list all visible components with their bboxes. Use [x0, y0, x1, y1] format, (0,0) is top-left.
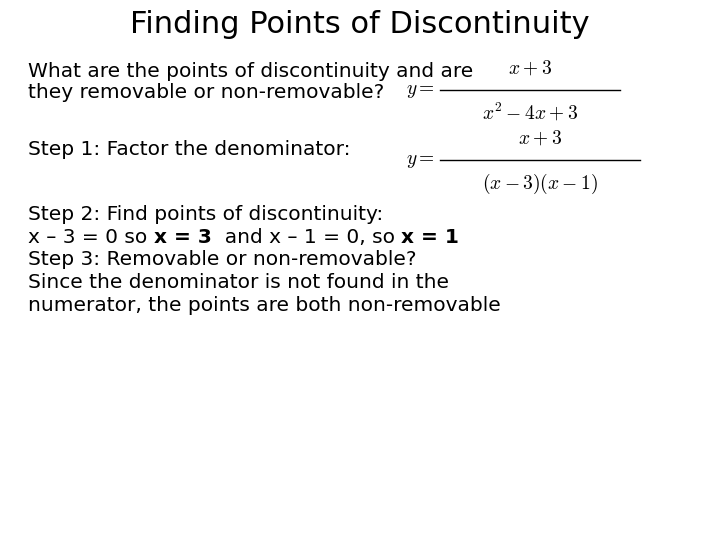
Text: Step 2: Find points of discontinuity:: Step 2: Find points of discontinuity: — [28, 205, 383, 224]
Text: they removable or non-removable?: they removable or non-removable? — [28, 83, 384, 102]
Text: $x+3$: $x+3$ — [508, 59, 552, 78]
Text: numerator, the points are both non-removable: numerator, the points are both non-remov… — [28, 296, 500, 315]
Text: x – 3 = 0 so: x – 3 = 0 so — [28, 228, 153, 247]
Text: $(x-3)(x-1)$: $(x-3)(x-1)$ — [482, 172, 598, 196]
Text: Step 3: Removable or non-removable?: Step 3: Removable or non-removable? — [28, 250, 416, 269]
Text: $x+3$: $x+3$ — [518, 129, 562, 148]
Text: Since the denominator is not found in the: Since the denominator is not found in th… — [28, 273, 449, 292]
Text: Finding Points of Discontinuity: Finding Points of Discontinuity — [130, 10, 590, 39]
Text: What are the points of discontinuity and are: What are the points of discontinuity and… — [28, 62, 473, 81]
Text: $y=$: $y=$ — [406, 151, 435, 170]
Text: x = 3: x = 3 — [153, 228, 212, 247]
Text: $y=$: $y=$ — [406, 80, 435, 99]
Text: Step 1: Factor the denominator:: Step 1: Factor the denominator: — [28, 140, 351, 159]
Text: and x – 1 = 0, so: and x – 1 = 0, so — [212, 228, 401, 247]
Text: $x^2-4x+3$: $x^2-4x+3$ — [482, 102, 578, 124]
Text: x = 1: x = 1 — [401, 228, 459, 247]
